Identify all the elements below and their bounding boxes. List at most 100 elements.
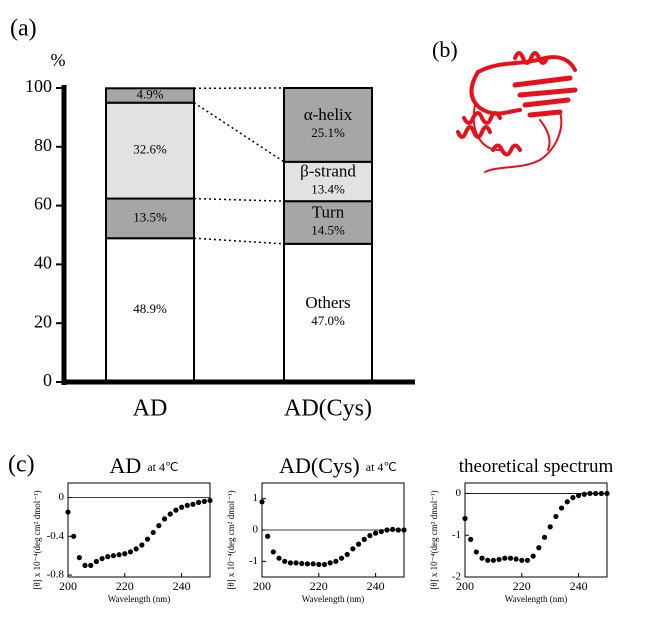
x-tick-label: 240 <box>570 579 588 593</box>
data-point <box>536 545 541 550</box>
data-point <box>559 505 564 510</box>
data-point <box>117 552 122 557</box>
data-point <box>282 559 287 564</box>
data-point <box>485 558 490 563</box>
data-point <box>299 561 304 566</box>
data-point <box>276 556 281 561</box>
x-axis-label: Wavelength (nm) <box>505 594 568 604</box>
x-tick-label: 240 <box>173 579 191 593</box>
chart-title: theoretical spectrum <box>459 456 614 477</box>
data-point <box>396 527 401 532</box>
chart-title: AD(Cys) at 4℃ <box>279 453 397 478</box>
value-label: 13.4% <box>311 181 345 196</box>
data-point <box>77 555 82 560</box>
data-point <box>604 491 609 496</box>
data-point <box>462 516 467 521</box>
connector <box>194 103 284 162</box>
data-point <box>333 559 338 564</box>
y-axis-label: [θ] x 10⁻⁴(deg cm² dmol⁻¹) <box>226 490 236 589</box>
data-point <box>514 556 519 561</box>
data-point <box>362 537 367 542</box>
data-point <box>134 546 139 551</box>
data-point <box>316 562 321 567</box>
data-point <box>350 546 355 551</box>
data-point <box>328 560 333 565</box>
data-point <box>293 560 298 565</box>
x-tick-label: 200 <box>253 579 271 593</box>
y-tick-label: 0 <box>253 524 259 536</box>
data-point <box>502 556 507 561</box>
x-axis-label: Wavelength (nm) <box>302 594 365 604</box>
data-point <box>401 527 406 532</box>
series-name: Others <box>305 293 350 312</box>
value-label: 48.9% <box>133 301 167 316</box>
data-point <box>593 491 598 496</box>
value-label: 13.5% <box>133 209 167 224</box>
data-point <box>491 558 496 563</box>
x-tick-label: 200 <box>456 579 474 593</box>
data-point <box>496 557 501 562</box>
y-axis-label: [θ] x 10⁻⁴(deg cm² dmol⁻¹) <box>32 490 42 589</box>
data-point <box>288 560 293 565</box>
data-point <box>311 561 316 566</box>
data-point <box>519 558 524 563</box>
series-name: β-strand <box>300 161 356 180</box>
y-tick-label: 1 <box>253 492 259 504</box>
data-point <box>139 542 144 547</box>
data-point <box>71 534 76 539</box>
data-point <box>162 516 167 521</box>
data-point <box>305 561 310 566</box>
data-point <box>202 499 207 504</box>
subtitle: at 4℃ <box>366 460 397 474</box>
data-point <box>548 524 553 529</box>
x-tick-label: AD <box>133 396 168 422</box>
data-point <box>168 511 173 516</box>
title: AD <box>110 453 142 478</box>
value-label: 4.9% <box>136 86 163 101</box>
data-point <box>525 558 530 563</box>
data-point <box>82 563 87 568</box>
data-point <box>111 553 116 558</box>
data-point <box>339 556 344 561</box>
panel-label: (c) <box>8 452 35 478</box>
data-point <box>145 537 150 542</box>
data-point <box>390 527 395 532</box>
y-tick-label: -1 <box>249 555 258 567</box>
y-tick-label: 60 <box>34 194 52 214</box>
y-axis-label: % <box>51 50 66 70</box>
data-point <box>185 503 190 508</box>
y-tick-label: 80 <box>34 135 52 155</box>
ribbon <box>472 72 521 114</box>
value-label: 47.0% <box>311 313 345 328</box>
data-point <box>576 493 581 498</box>
protein-structure <box>458 53 575 172</box>
data-point <box>367 533 372 538</box>
data-point <box>179 505 184 510</box>
data-point <box>151 530 156 535</box>
y-tick-label: 100 <box>25 76 52 96</box>
data-point <box>265 534 270 539</box>
data-point <box>570 495 575 500</box>
data-point <box>207 498 212 503</box>
series-name: α-helix <box>304 105 353 124</box>
y-tick-label: -1 <box>452 529 461 541</box>
figure: (a) (b) (c) %02040608010048.9%Others47.0… <box>0 0 646 634</box>
data-point <box>474 549 479 554</box>
data-point <box>565 499 570 504</box>
data-point <box>531 554 536 559</box>
data-point <box>94 559 99 564</box>
y-tick-label: -0.4 <box>47 530 65 542</box>
connector <box>194 199 284 202</box>
y-axis-label: [θ] x 10⁻⁴(deg cm² dmol⁻¹) <box>429 490 439 589</box>
plot-frame <box>68 483 210 577</box>
title: AD(Cys) <box>279 453 360 478</box>
data-point <box>356 542 361 547</box>
data-point <box>479 556 484 561</box>
data-point <box>65 509 70 514</box>
plot-frame <box>465 483 607 577</box>
title: theoretical spectrum <box>459 456 614 477</box>
data-point <box>196 500 201 505</box>
data-point <box>345 552 350 557</box>
y-tick-label: 0 <box>43 370 52 390</box>
